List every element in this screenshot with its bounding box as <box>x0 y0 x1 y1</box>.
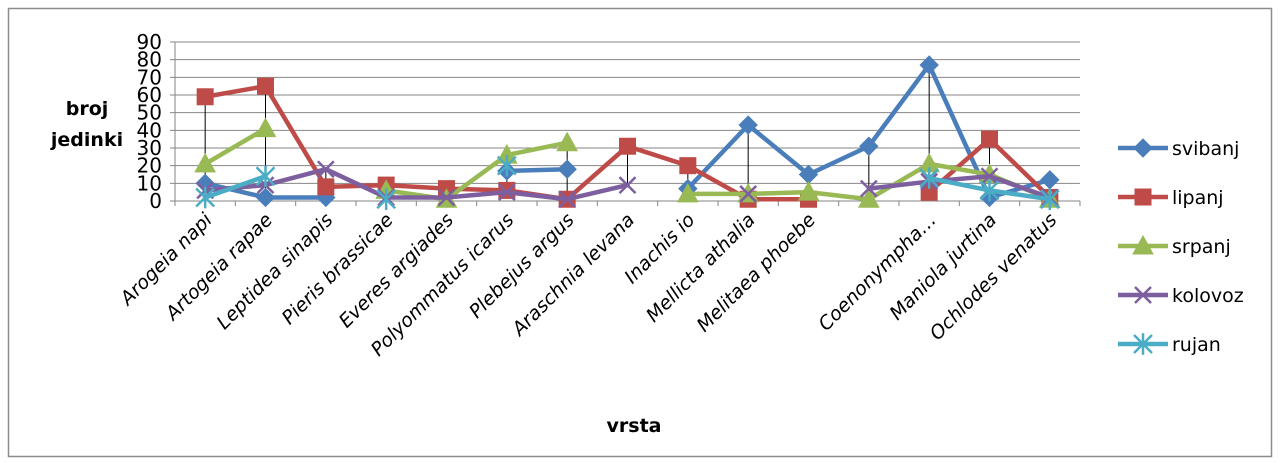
legend-item: srpanj <box>1118 234 1231 258</box>
data-point <box>254 117 277 138</box>
legend: svibanj lipanj srpanj kolovoz rujan <box>1118 138 1244 356</box>
data-point <box>255 187 276 208</box>
legend-label: kolovoz <box>1172 285 1244 307</box>
data-point <box>738 115 758 135</box>
data-point <box>496 154 517 177</box>
data-point <box>376 188 397 211</box>
data-point <box>919 55 939 75</box>
y-tick-label: 90 <box>137 30 162 54</box>
data-point <box>558 190 577 209</box>
marker-stroke <box>437 188 456 207</box>
series-line <box>202 126 268 167</box>
data-point <box>255 165 276 188</box>
x-axis-title: vrsta <box>607 415 662 437</box>
series-line <box>383 140 570 202</box>
legend-marker <box>1134 188 1152 206</box>
legend-marker <box>1133 333 1153 355</box>
data-point <box>257 77 274 95</box>
y-axis-title: jedinki <box>50 129 123 151</box>
data-point <box>497 183 516 202</box>
legend-item: lipanj <box>1118 187 1224 209</box>
y-tick-label: 20 <box>137 154 162 178</box>
data-point <box>437 188 456 207</box>
series-line <box>866 174 1053 200</box>
legend-label: rujan <box>1172 334 1221 356</box>
y-tick-label: 60 <box>137 83 162 107</box>
marker-stroke <box>558 190 577 209</box>
data-point <box>981 130 998 148</box>
y-tick-label: 70 <box>137 65 162 89</box>
legend-marker <box>1134 286 1152 304</box>
data-point <box>618 176 637 194</box>
series-line <box>202 174 268 200</box>
data-point <box>980 167 999 186</box>
legend-label: srpanj <box>1172 236 1231 258</box>
marker-stroke <box>1134 286 1152 304</box>
data-point <box>859 179 878 198</box>
data-point <box>317 178 335 196</box>
data-point <box>679 157 697 175</box>
data-point <box>557 159 577 179</box>
series-group <box>194 55 1061 211</box>
data-point <box>1039 188 1060 211</box>
data-point <box>797 181 820 201</box>
data-point <box>739 185 758 203</box>
legend-marker <box>1133 138 1153 158</box>
y-tick-label: 10 <box>137 171 162 195</box>
data-point <box>979 179 1000 202</box>
data-point <box>619 137 636 155</box>
y-tick-label: 40 <box>137 118 162 142</box>
marker-stroke <box>980 167 999 186</box>
y-tick-label: 30 <box>137 136 162 160</box>
y-axis-title: broj <box>66 98 109 120</box>
data-point <box>196 88 214 106</box>
y-tick-label: 50 <box>137 101 162 125</box>
series-line <box>202 166 630 202</box>
series-line <box>504 166 570 174</box>
data-point <box>919 167 940 189</box>
marker-stroke <box>739 185 758 203</box>
chart-border <box>7 7 1273 458</box>
data-point <box>556 131 579 152</box>
data-point <box>195 186 216 209</box>
marker-stroke <box>618 176 637 194</box>
y-tick-label: 80 <box>137 48 162 72</box>
data-point <box>676 182 699 203</box>
marker-stroke <box>316 160 335 179</box>
series-rujan <box>195 154 1060 211</box>
data-point <box>857 188 880 208</box>
legend-marker <box>1132 234 1154 255</box>
legend-item: svibanj <box>1118 138 1239 160</box>
legend-label: lipanj <box>1172 187 1224 209</box>
data-point <box>859 136 879 156</box>
data-point <box>194 152 217 173</box>
marker-stroke <box>859 179 878 198</box>
data-point <box>316 160 335 179</box>
marker-stroke <box>497 183 516 202</box>
y-tick-label: 0 <box>149 189 162 213</box>
legend-item: rujan <box>1118 333 1221 356</box>
legend-item: kolovoz <box>1118 285 1244 307</box>
legend-label: svibanj <box>1172 138 1239 160</box>
